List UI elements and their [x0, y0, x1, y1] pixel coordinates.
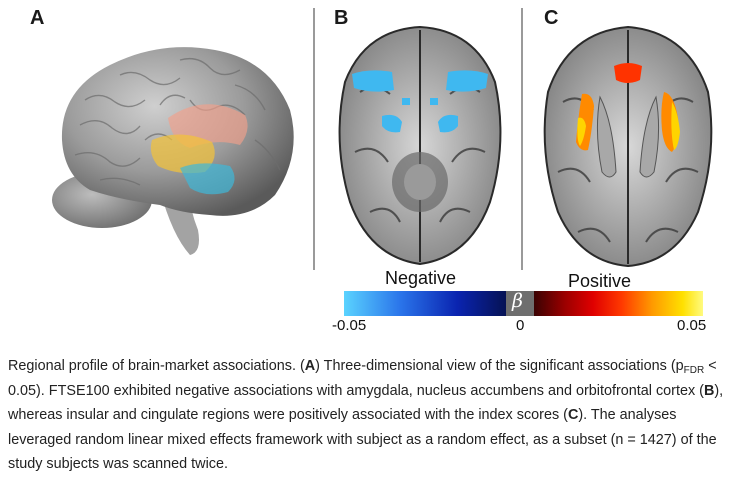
divider-right [521, 8, 523, 270]
colorbar-tick-max: 0.05 [677, 317, 707, 334]
figure: A B C [30, 7, 713, 334]
axial-slice-positive [543, 25, 713, 268]
brain-3d-render [52, 47, 294, 255]
caption-text-1: Regional profile of brain-market associa… [8, 358, 305, 374]
colorbar-tick-min: -0.05 [332, 317, 367, 334]
panel-label-a: A [30, 7, 45, 29]
divider-left [313, 8, 315, 270]
colorbar-negative-label: Negative [385, 268, 457, 288]
colorbar-positive-gradient [534, 291, 703, 316]
caption-ref-a: A [304, 358, 316, 374]
caption-text-5: ). The analyses leveraged random linear … [8, 407, 717, 472]
colorbar-positive-label: Positive [568, 271, 632, 291]
colorbar-negative-gradient [344, 291, 506, 316]
caption-text-2: ) Three-dimensional view of the signific… [315, 358, 684, 374]
colorbar-zero-band [506, 291, 534, 316]
caption-ref-b: B [703, 382, 715, 399]
caption-subscript: FDR [683, 365, 705, 376]
caption-text-3: < 0.05). FTSE100 exhibited negative asso… [8, 358, 717, 399]
caption-ref-c: C [567, 407, 579, 423]
beta-symbol: β [512, 290, 523, 312]
panel-label-c: C [544, 7, 559, 29]
figure-caption: Regional profile of brain-market associa… [8, 354, 730, 477]
caption-text-4: ), whereas insular and cingulate regions… [8, 382, 724, 424]
colorbar: β [344, 290, 703, 316]
colorbar-tick-zero: 0 [516, 317, 525, 334]
axial-slice-negative [338, 25, 502, 266]
panel-label-b: B [334, 7, 349, 29]
